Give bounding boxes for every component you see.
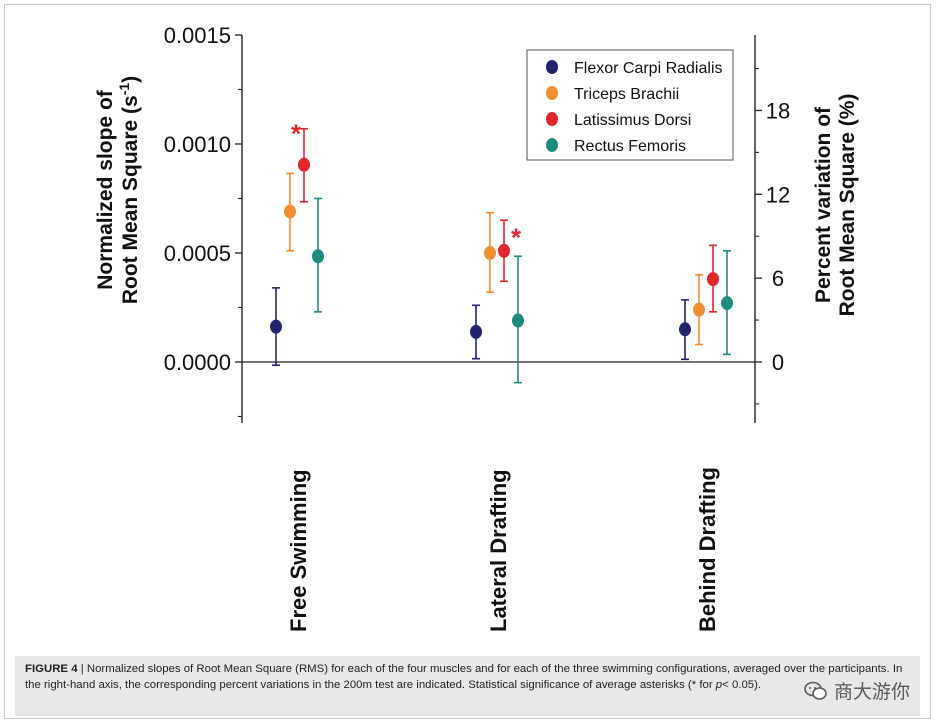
left-tick-label: 0.0000 bbox=[164, 350, 231, 375]
watermark-text: 商大游你 bbox=[833, 681, 910, 703]
data-point bbox=[498, 243, 510, 258]
left-axis-title-line2: Root Mean Square (s-1) bbox=[116, 76, 142, 304]
marks: ** bbox=[270, 119, 733, 384]
wechat-logo-icon bbox=[804, 681, 827, 700]
data-point bbox=[298, 157, 310, 172]
legend-marker bbox=[546, 138, 558, 152]
data-point bbox=[512, 313, 524, 328]
right-tick-label: 12 bbox=[766, 182, 790, 207]
caption-text-2: asterisks (* for bbox=[639, 679, 713, 691]
axes bbox=[241, 35, 756, 423]
caption-separator: | bbox=[80, 663, 84, 675]
data-point bbox=[693, 302, 705, 317]
left-tick-label: 0.0010 bbox=[164, 132, 231, 157]
data-point bbox=[470, 324, 482, 339]
data-point bbox=[721, 296, 733, 311]
right-axis-title-line2: Root Mean Square (%) bbox=[836, 94, 859, 317]
category-label: Lateral Drafting bbox=[486, 469, 511, 632]
significance-asterisk: * bbox=[291, 119, 302, 149]
legend-label: Latissimus Dorsi bbox=[574, 112, 691, 129]
legend-marker bbox=[546, 60, 558, 74]
caption-text-3: < 0.05). bbox=[722, 679, 762, 691]
legend-marker bbox=[546, 112, 558, 126]
right-tick-label: 0 bbox=[772, 350, 784, 375]
right-axis-title-line1: Percent variation of bbox=[812, 106, 835, 303]
legend-label: Flexor Carpi Radialis bbox=[574, 60, 723, 77]
caption-text-1: Normalized slopes of Root Mean Square (R… bbox=[25, 663, 903, 691]
right-tick-label: 18 bbox=[766, 98, 790, 123]
caption-label: FIGURE 4 bbox=[25, 663, 78, 675]
data-point bbox=[312, 249, 324, 264]
data-point bbox=[284, 204, 296, 219]
figure-caption: FIGURE 4 | Normalized slopes of Root Mea… bbox=[15, 656, 920, 716]
figure-frame: 0.0000 0.0005 0.0010 0.0015 0 6 12 18 * * Flexor… bbox=[4, 4, 931, 719]
data-point bbox=[679, 322, 691, 337]
category-label: Free Swimming bbox=[286, 469, 311, 632]
left-tick-label: 0.0005 bbox=[164, 241, 231, 266]
left-tick-label: 0.0015 bbox=[164, 23, 231, 48]
left-axis-title-line1: Normalized slope of bbox=[94, 89, 117, 290]
category-label: Behind Drafting bbox=[695, 467, 720, 632]
ticks: 0.0000 0.0005 0.0010 0.0015 0 6 12 18 bbox=[164, 23, 790, 418]
labels: Free Swimming Lateral Drafting Behind Draf… bbox=[94, 76, 859, 632]
right-tick-label: 6 bbox=[772, 266, 784, 291]
significance-asterisk: * bbox=[511, 222, 522, 252]
legend-label: Rectus Femoris bbox=[574, 138, 686, 155]
data-point bbox=[707, 272, 719, 287]
caption-p-symbol: p bbox=[715, 679, 723, 691]
data-point bbox=[270, 319, 282, 334]
watermark: 商大游你 bbox=[804, 677, 910, 704]
legend-box bbox=[526, 49, 734, 161]
legend-label: Triceps Brachii bbox=[574, 86, 679, 103]
data-point bbox=[484, 245, 496, 260]
legend-marker bbox=[546, 86, 558, 100]
legend: Flexor Carpi Radialis Triceps Brachii Lati… bbox=[526, 49, 734, 161]
